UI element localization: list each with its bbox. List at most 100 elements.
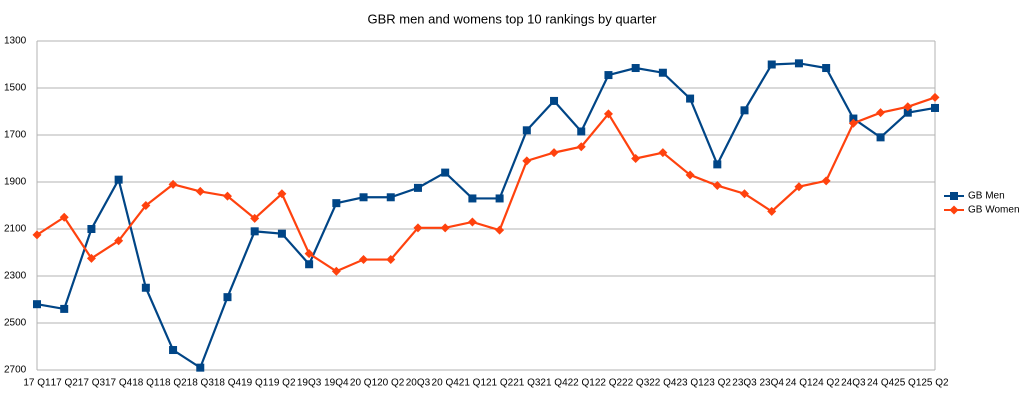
- data-point: [550, 96, 559, 105]
- data-point: [33, 300, 41, 309]
- data-point: [495, 194, 504, 203]
- x-tick-label: 17 Q4: [105, 378, 133, 389]
- data-point: [767, 206, 777, 216]
- x-tick-label: 21 Q4: [540, 378, 568, 389]
- x-tick-label: 22 Q4: [649, 378, 677, 389]
- x-tick-label: 19 Q1: [241, 378, 269, 389]
- data-point: [794, 59, 803, 68]
- data-point: [794, 182, 804, 192]
- data-point: [250, 227, 259, 236]
- data-point: [413, 183, 422, 192]
- y-tick-label: 1500: [4, 83, 27, 94]
- y-tick-label: 1300: [4, 36, 27, 47]
- x-tick-label: 22 Q3: [622, 378, 650, 389]
- y-tick-label: 2100: [4, 224, 27, 235]
- x-tick-label: 17 Q3: [78, 378, 106, 389]
- data-point: [141, 201, 151, 210]
- data-point: [767, 60, 776, 69]
- x-tick-label: 23 Q1: [676, 378, 704, 389]
- x-tick-label: 24 Q1: [785, 378, 813, 389]
- x-tick-label: 23 Q2: [704, 378, 732, 389]
- data-point: [522, 126, 531, 135]
- data-point: [305, 260, 314, 269]
- data-point: [576, 142, 586, 152]
- data-point: [930, 92, 940, 102]
- x-tick-label: 23Q4: [759, 378, 784, 389]
- data-point: [658, 68, 667, 77]
- data-point: [359, 255, 369, 265]
- data-point: [631, 64, 640, 73]
- data-point: [60, 304, 69, 313]
- x-tick-label: 18 Q4: [214, 378, 242, 389]
- x-tick-label: 20 Q2: [377, 378, 405, 389]
- y-tick-label: 2500: [4, 318, 27, 329]
- legend-marker: [949, 205, 959, 215]
- data-point: [86, 253, 96, 263]
- x-tick-label: 22 Q2: [595, 378, 623, 389]
- y-tick-label: 1700: [4, 130, 27, 141]
- data-point: [603, 109, 613, 119]
- data-point: [223, 293, 232, 302]
- x-tick-label: 18 Q1: [132, 378, 160, 389]
- chart-title: GBR men and womens top 10 rankings by qu…: [367, 11, 657, 26]
- x-tick-label: 19 Q2: [268, 378, 296, 389]
- data-point: [87, 225, 96, 233]
- data-point: [168, 179, 178, 189]
- x-tick-label: 19Q4: [324, 378, 349, 389]
- data-point: [686, 94, 695, 103]
- data-point: [903, 102, 913, 112]
- data-point: [250, 213, 260, 223]
- data-point: [304, 249, 314, 259]
- data-point: [822, 64, 831, 73]
- data-point: [740, 106, 749, 115]
- data-point: [359, 193, 368, 202]
- data-point: [522, 156, 532, 166]
- y-tick-label: 2700: [4, 365, 27, 376]
- x-tick-label: 20 Q1: [350, 378, 378, 389]
- data-point: [413, 223, 423, 233]
- x-tick-label: 24 Q4: [867, 378, 895, 389]
- series-line: [36, 96, 936, 273]
- data-point: [195, 186, 205, 196]
- x-tick-label: 17 Q2: [51, 378, 79, 389]
- legend-marker: [950, 192, 958, 200]
- data-point: [332, 199, 341, 208]
- x-tick-label: 20 Q4: [432, 378, 460, 389]
- data-point: [114, 175, 123, 184]
- y-tick-label: 2300: [4, 271, 27, 282]
- data-point: [549, 148, 559, 158]
- data-point: [32, 230, 42, 240]
- x-tick-label: 23Q3: [732, 378, 757, 389]
- data-point: [658, 148, 668, 158]
- x-tick-label: 21 Q3: [513, 378, 541, 389]
- data-point: [386, 193, 395, 202]
- data-point: [495, 225, 505, 235]
- series-line: [36, 62, 936, 370]
- data-point: [740, 189, 750, 199]
- data-point: [196, 363, 205, 372]
- x-tick-label: 20Q3: [406, 378, 431, 389]
- data-point: [277, 229, 286, 238]
- x-tick-label: 25 Q2: [921, 378, 949, 389]
- data-point: [876, 108, 886, 118]
- x-tick-label: 18 Q3: [187, 378, 215, 389]
- data-point: [712, 181, 722, 191]
- data-point: [876, 133, 885, 142]
- data-point: [59, 212, 69, 222]
- data-point: [169, 346, 178, 355]
- data-point: [713, 160, 722, 169]
- data-point: [849, 114, 858, 123]
- x-tick-label: 24Q3: [841, 378, 866, 389]
- data-point: [685, 170, 695, 180]
- data-point: [386, 255, 396, 265]
- x-tick-label: 22 Q1: [568, 378, 596, 389]
- data-point: [631, 154, 641, 163]
- legend-label: GB Men: [968, 191, 1005, 202]
- data-point: [821, 176, 831, 186]
- data-point: [577, 127, 586, 136]
- data-point: [931, 103, 939, 112]
- data-point: [141, 283, 150, 292]
- data-point: [604, 71, 613, 80]
- data-point: [440, 223, 450, 233]
